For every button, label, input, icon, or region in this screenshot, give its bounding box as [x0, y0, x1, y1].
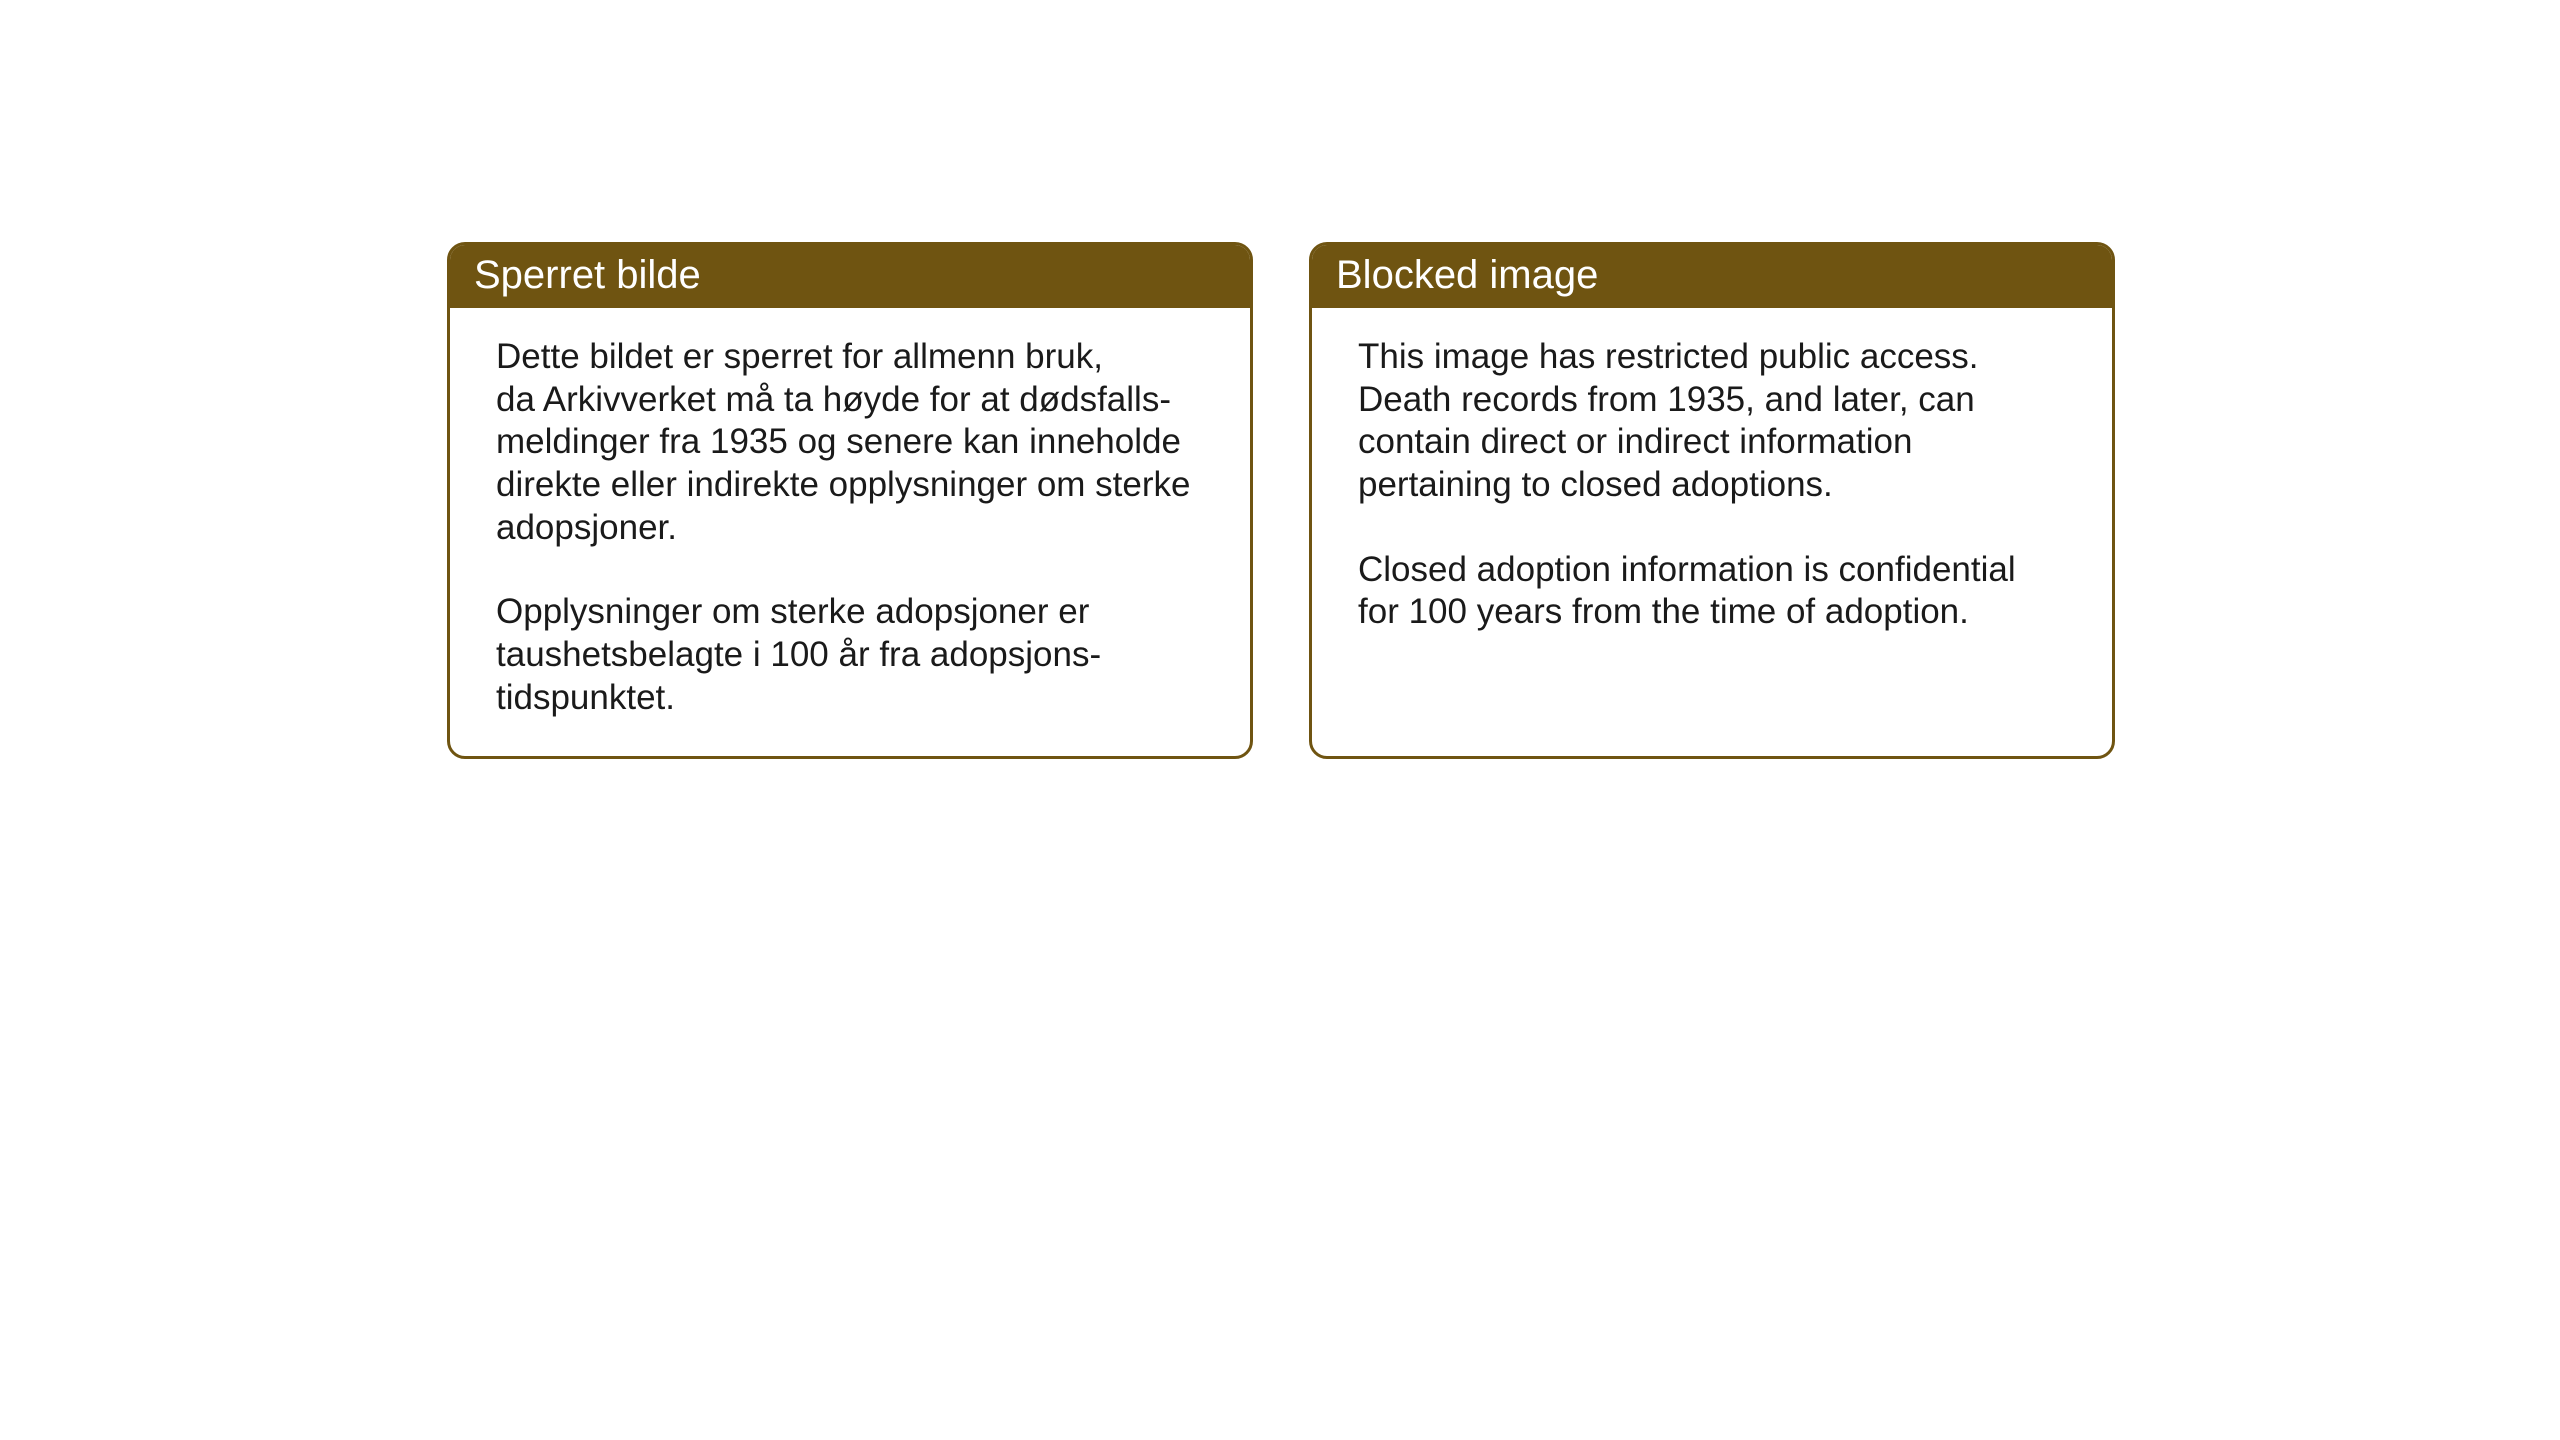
card-body-english: This image has restricted public access.…: [1312, 308, 2112, 748]
card-paragraph-1-norwegian: Dette bildet er sperret for allmenn bruk…: [496, 336, 1204, 549]
notice-card-norwegian: Sperret bilde Dette bildet er sperret fo…: [447, 242, 1253, 759]
card-header-norwegian: Sperret bilde: [450, 245, 1250, 308]
card-title-english: Blocked image: [1336, 253, 1598, 297]
card-title-norwegian: Sperret bilde: [474, 253, 701, 297]
notice-container: Sperret bilde Dette bildet er sperret fo…: [0, 0, 2560, 759]
card-header-english: Blocked image: [1312, 245, 2112, 308]
card-paragraph-1-english: This image has restricted public access.…: [1358, 336, 2066, 507]
card-paragraph-2-english: Closed adoption information is confident…: [1358, 549, 2066, 634]
card-body-norwegian: Dette bildet er sperret for allmenn bruk…: [450, 308, 1250, 756]
card-paragraph-2-norwegian: Opplysninger om sterke adopsjoner er tau…: [496, 591, 1204, 719]
notice-card-english: Blocked image This image has restricted …: [1309, 242, 2115, 759]
